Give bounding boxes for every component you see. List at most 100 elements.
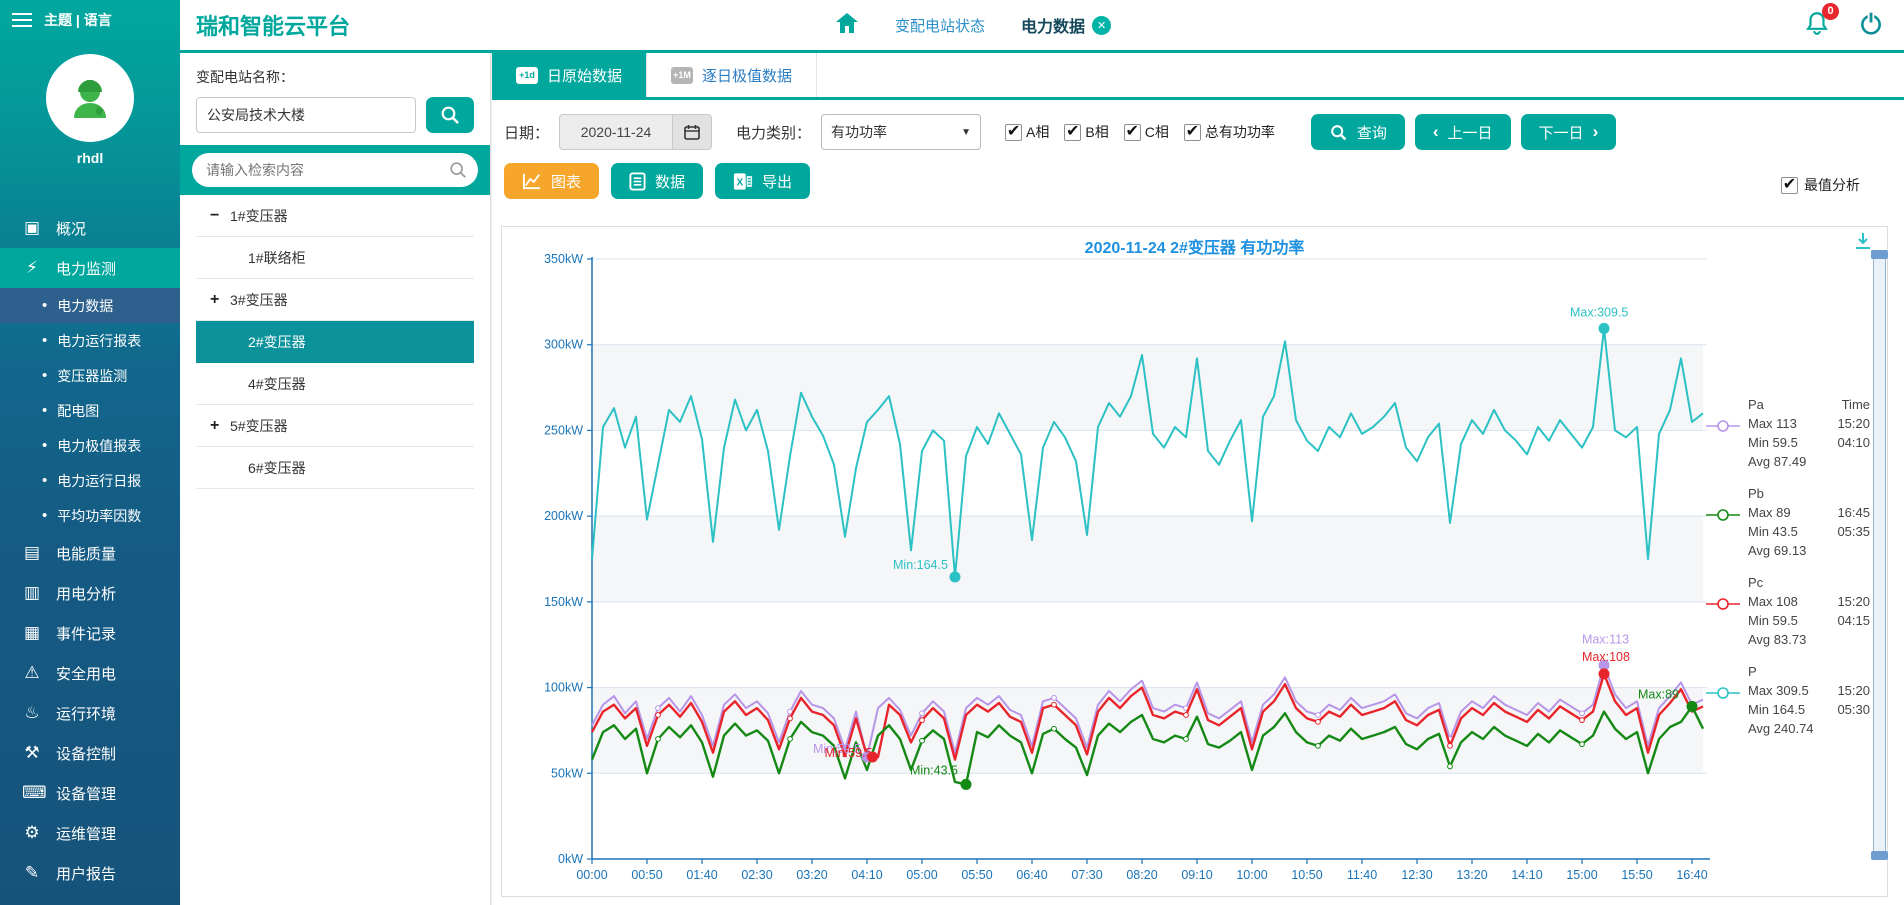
chart-view-button[interactable]: 图表 [504,163,600,199]
phase-checkbox-C相[interactable]: ✔ C相 [1123,122,1169,142]
extreme-analysis-checkbox[interactable]: ✔ 最值分析 [1781,175,1860,194]
sidebar-subitem-电力数据[interactable]: • 电力数据 [0,288,180,323]
sidebar-subitem-平均功率因数[interactable]: • 平均功率因数 [0,498,180,533]
sidebar-item-设备管理[interactable]: ⌨ 设备管理 [0,773,180,813]
station-name-input[interactable] [196,97,416,133]
sidebar-subitem-配电图[interactable]: • 配电图 [0,393,180,428]
event-log-icon: ▦ [23,623,41,642]
chart-legend: Pa Time Max 113 15:20 Min 59.5 04:10 Avg 87.49… [1706,395,1876,751]
data-view-button[interactable]: 数据 [611,163,704,199]
avatar[interactable] [46,54,134,142]
tree-node-label: 1#变压器 [230,207,288,224]
sidebar-item-用户报告[interactable]: ✎ 用户报告 [0,853,180,893]
chevron-left-icon: ‹ [1432,122,1439,141]
checkbox-icon: ✔ [1183,122,1201,141]
tab-close-icon[interactable]: ✕ [1092,15,1112,35]
sidebar-subitem-电力运行报表[interactable]: • 电力运行报表 [0,323,180,358]
tab-daily-raw-data[interactable]: +1d 日原始数据 [492,53,648,97]
legend-item-Pa[interactable]: Pa Time Max 113 15:20 Min 59.5 04:10 Avg 87.49 [1706,395,1876,471]
tree-node-4#变压器[interactable]: 4#变压器 [196,363,474,405]
environment-icon: ♨ [24,703,40,722]
sidebar-item-电能质量[interactable]: ▤ 电能质量 [0,533,180,573]
prev-day-button[interactable]: ‹ 上一日 [1414,114,1511,150]
menu-toggle-icon[interactable] [12,13,32,27]
data-tabs: +1d 日原始数据 +1M 逐日极值数据 [492,53,1904,100]
sidebar-subitem-label: 变压器监测 [57,367,128,384]
theme-language-link[interactable]: 主题 | 语言 [44,12,112,28]
tab-daily-extreme-data[interactable]: +1M 逐日极值数据 [647,53,818,97]
sidebar-item-概况[interactable]: ▣ 概况 [0,208,180,248]
svg-text:X: X [737,177,744,188]
line-chart-icon [523,173,541,190]
svg-text:07:30: 07:30 [1071,868,1102,882]
svg-text:10:00: 10:00 [1236,868,1267,882]
sidebar-item-设备控制[interactable]: ⚒ 设备控制 [0,733,180,773]
download-chart-button[interactable] [1853,231,1873,256]
station-search-button[interactable] [426,97,474,133]
svg-text:Min:43.5: Min:43.5 [910,763,958,777]
tree-search-icon[interactable] [448,160,468,185]
safety-icon: ⚠ [24,663,40,682]
sidebar-item-安全用电[interactable]: ⚠ 安全用电 [0,653,180,693]
sidebar-item-label: 设备管理 [56,785,117,803]
sidebar-subitem-电力运行日报[interactable]: • 电力运行日报 [0,463,180,498]
svg-text:00:50: 00:50 [631,868,662,882]
zoom-handle-bottom[interactable] [1871,851,1888,860]
chevron-down-icon: ▼ [961,126,972,138]
svg-text:09:10: 09:10 [1181,868,1212,882]
power-chart[interactable]: 0kW 50kW 100kW 150kW 200kW 250kW 300kW 350kW 00:… [522,252,1782,903]
next-day-button[interactable]: 下一日 › [1520,114,1617,150]
expand-icon[interactable]: + [210,290,220,308]
collapse-icon[interactable]: − [210,206,220,224]
phase-checkbox-A相[interactable]: ✔ A相 [1005,122,1049,142]
export-button[interactable]: X 导出 [715,163,811,199]
sidebar-item-事件记录[interactable]: ▦ 事件记录 [0,613,180,653]
legend-stats: P Max 309.5 15:20 Min 164.5 05:30 Avg 240.74 [1748,664,1870,736]
sidebar-item-label: 设备控制 [56,745,117,763]
date-input[interactable]: 2020-11-24 [559,114,673,150]
tree-node-6#变压器[interactable]: 6#变压器 [196,447,474,489]
tree-node-5#变压器[interactable]: +5#变压器 [196,405,474,447]
sidebar-item-运维管理[interactable]: ⚙ 运维管理 [0,813,180,853]
svg-text:14:10: 14:10 [1511,868,1542,882]
sidebar-subitem-变压器监测[interactable]: • 变压器监测 [0,358,180,393]
svg-text:200kW: 200kW [544,509,583,523]
legend-item-Pb[interactable]: Pb Max 89 16:45 Min 43.5 05:35 Avg 69.13 [1706,484,1876,560]
notifications-button[interactable]: 0 [1804,2,1839,41]
bullet-icon: • [42,402,48,419]
tree-node-3#变压器[interactable]: +3#变压器 [196,279,474,321]
tree-node-2#变压器[interactable]: 2#变压器 [196,321,474,363]
nav-tab-station-status[interactable]: 变配电站状态 [895,17,986,35]
phase-checkbox-总有功功率[interactable]: ✔ 总有功功率 [1183,122,1275,142]
expand-icon[interactable]: + [210,416,220,434]
phase-checkbox-B相[interactable]: ✔ B相 [1064,122,1109,142]
phase-checkbox-group: ✔ A相 ✔ B相 ✔ C相 ✔ 总有功功率 [1005,122,1275,142]
home-icon[interactable] [835,12,859,39]
legend-item-Pc[interactable]: Pc Max 108 15:20 Min 59.5 04:15 Avg 83.73 [1706,573,1876,649]
tree-search-input[interactable] [192,153,478,187]
legend-marker-icon [1706,573,1740,649]
tree-node-1#变压器[interactable]: −1#变压器 [196,195,474,237]
sidebar-item-用电分析[interactable]: ▥ 用电分析 [0,573,180,613]
logout-button[interactable] [1858,10,1884,41]
sidebar-subitem-电力极值报表[interactable]: • 电力极值报表 [0,428,180,463]
tree-node-label: 1#联络柜 [248,249,306,266]
sidebar-item-运行环境[interactable]: ♨ 运行环境 [0,693,180,733]
sidebar-item-电力监测[interactable]: ⚡ 电力监测 [0,248,180,288]
svg-text:16:40: 16:40 [1676,868,1707,882]
power-category-select[interactable]: 有功功率 ▼ [821,114,982,150]
tree-node-1#联络柜[interactable]: 1#联络柜 [196,237,474,279]
download-icon [1856,233,1870,249]
search-icon [441,106,459,124]
overview-icon: ▣ [23,218,41,237]
zoom-handle-top[interactable] [1871,250,1888,259]
station-name-label: 变配电站名称： [196,69,294,85]
chevron-right-icon: › [1592,122,1599,141]
legend-item-P[interactable]: P Max 309.5 15:20 Min 164.5 05:30 Avg 240.74 [1706,662,1876,738]
svg-text:05:50: 05:50 [961,868,992,882]
date-picker-button[interactable] [672,114,713,150]
data-zoom-slider[interactable] [1871,250,1888,860]
query-button[interactable]: 查询 [1310,114,1405,150]
nav-tab-power-data[interactable]: 电力数据 ✕ [1021,13,1112,37]
sidebar-subitem-label: 电力极值报表 [57,437,142,454]
